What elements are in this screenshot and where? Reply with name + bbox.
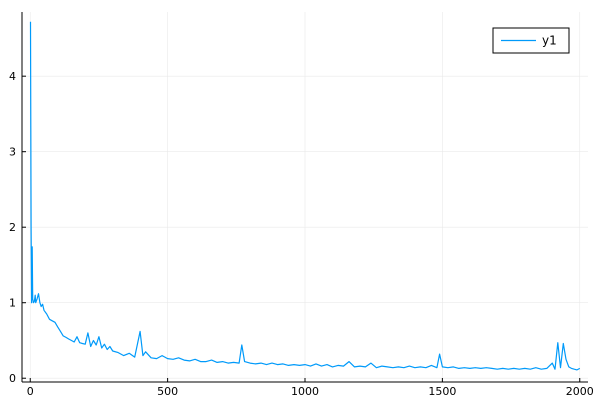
grid <box>22 12 588 382</box>
x-tick-label: 1000 <box>291 385 319 398</box>
series-line-y1 <box>29 21 581 371</box>
x-tick-label: 500 <box>157 385 178 398</box>
y-ticks: 0 1 2 3 4 <box>9 70 26 385</box>
x-ticks: 0 500 1000 1500 2000 <box>27 378 594 398</box>
series-layer <box>29 21 581 371</box>
x-tick-label: 1500 <box>428 385 456 398</box>
y-tick-label: 0 <box>9 372 16 385</box>
y-tick-label: 3 <box>9 146 16 159</box>
y-tick-label: 4 <box>9 70 16 83</box>
legend: y1 <box>492 27 570 54</box>
y-tick-label: 1 <box>9 297 16 310</box>
x-tick-label: 0 <box>27 385 34 398</box>
legend-label-y1: y1 <box>542 34 557 48</box>
y-tick-label: 2 <box>9 221 16 234</box>
x-tick-label: 2000 <box>566 385 594 398</box>
